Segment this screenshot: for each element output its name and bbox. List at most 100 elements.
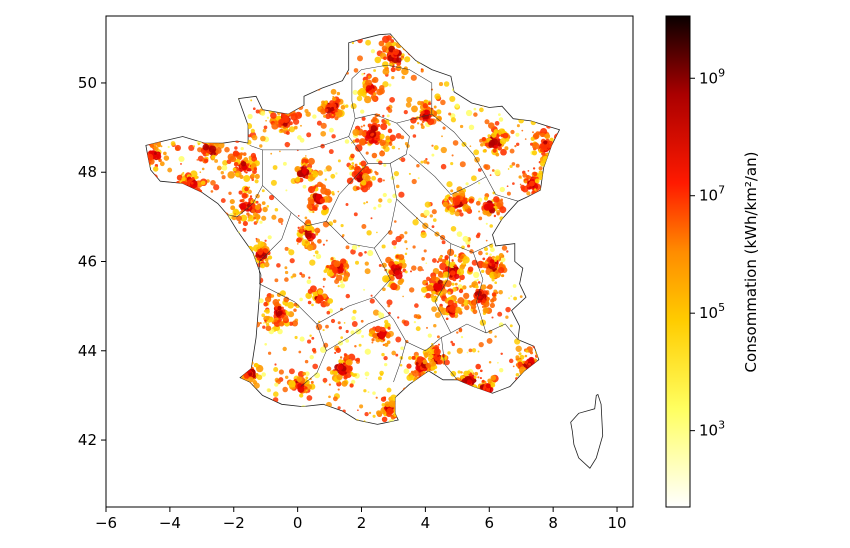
consumption-cell (228, 191, 232, 196)
consumption-cell (515, 355, 520, 360)
consumption-cell (370, 330, 374, 335)
consumption-cell (246, 212, 250, 216)
consumption-cell (515, 345, 522, 352)
consumption-cell (312, 210, 315, 214)
consumption-cell (370, 119, 375, 123)
consumption-cell (516, 124, 520, 128)
consumption-cell (361, 131, 367, 137)
consumption-cell (276, 263, 281, 268)
consumption-cell (404, 270, 408, 274)
consumption-cell (246, 208, 249, 211)
consumption-cell (411, 178, 417, 185)
consumption-cell (451, 154, 454, 157)
consumption-cell (491, 292, 497, 297)
consumption-cell (350, 103, 357, 110)
consumption-cell (351, 41, 355, 45)
consumption-cell (266, 116, 270, 119)
consumption-cell (354, 345, 357, 348)
consumption-cell (312, 363, 319, 370)
consumption-cell (181, 177, 186, 182)
consumption-cell (428, 102, 432, 106)
colorbar-tick-label: 109 (699, 66, 725, 87)
consumption-cell (265, 309, 270, 314)
consumption-cell (322, 377, 328, 383)
consumption-cell (377, 376, 382, 381)
consumption-cell (416, 164, 420, 168)
consumption-cell (477, 168, 482, 172)
consumption-cell (498, 117, 504, 122)
consumption-cell (391, 75, 395, 80)
consumption-cell (467, 266, 474, 272)
consumption-cell (153, 146, 159, 152)
consumption-cell (406, 96, 413, 103)
consumption-cell (222, 160, 228, 166)
consumption-cell (307, 300, 312, 305)
consumption-cell (353, 373, 357, 377)
consumption-cell (495, 255, 500, 260)
consumption-cell (408, 374, 415, 381)
consumption-cell (344, 104, 349, 108)
consumption-cell (313, 254, 315, 257)
consumption-cell (416, 122, 420, 125)
consumption-cell (259, 322, 262, 325)
consumption-cell (358, 343, 362, 347)
consumption-cell (343, 275, 349, 281)
consumption-cell (288, 321, 294, 326)
consumption-cell (423, 159, 428, 164)
consumption-cell (459, 161, 466, 168)
y-tick-label: 50 (78, 74, 97, 92)
consumption-cell (285, 311, 290, 316)
consumption-cell (192, 145, 196, 148)
consumption-cell (328, 149, 334, 155)
consumption-cell (456, 268, 465, 276)
consumption-cell (386, 407, 394, 415)
consumption-cell (380, 336, 384, 340)
consumption-cell (271, 214, 277, 220)
consumption-cell (381, 45, 388, 52)
consumption-cell (241, 192, 248, 199)
consumption-cell (312, 173, 317, 178)
consumption-cell (340, 224, 344, 228)
consumption-cell (320, 130, 327, 137)
consumption-cell (307, 339, 312, 344)
consumption-cell (262, 325, 266, 329)
consumption-cell (309, 259, 316, 266)
consumption-cell (336, 274, 343, 281)
consumption-cell (239, 202, 247, 210)
consumption-cell (360, 109, 365, 114)
consumption-cell (487, 284, 493, 290)
consumption-cell (450, 113, 456, 119)
consumption-cell (391, 240, 398, 246)
consumption-cell (247, 113, 253, 120)
consumption-cell (493, 196, 500, 203)
consumption-cell (404, 231, 408, 235)
x-tick-label: 6 (484, 514, 494, 532)
consumption-cell (372, 309, 380, 316)
consumption-cell (270, 179, 277, 186)
consumption-cell (441, 258, 447, 264)
consumption-cell (304, 108, 309, 114)
consumption-cell (451, 259, 454, 262)
consumption-cell (312, 114, 317, 119)
consumption-cell (494, 120, 500, 126)
consumption-cell (227, 171, 235, 179)
consumption-cell (293, 302, 298, 307)
consumption-cell (350, 165, 353, 168)
consumption-cell (491, 316, 494, 319)
colorbar-tick-label: 107 (699, 184, 725, 205)
x-tick-label: 8 (548, 514, 558, 532)
consumption-cell (317, 230, 320, 234)
consumption-cell (425, 292, 431, 299)
consumption-cell (263, 125, 268, 130)
consumption-cell (251, 134, 258, 141)
consumption-cell (540, 132, 546, 138)
consumption-cell (485, 222, 488, 225)
consumption-cell (300, 228, 303, 232)
consumption-cell (481, 269, 485, 274)
consumption-cell (264, 296, 272, 303)
consumption-cell (326, 366, 332, 372)
consumption-cell (478, 216, 483, 221)
consumption-cell (426, 161, 430, 165)
consumption-cell (278, 321, 285, 327)
consumption-cell (214, 159, 219, 163)
